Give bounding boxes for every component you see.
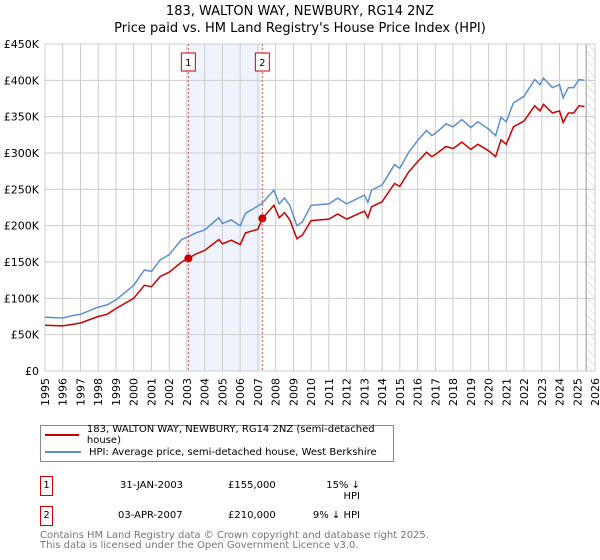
x-tick-label: 1998 <box>92 378 105 406</box>
x-tick-label: 2007 <box>252 378 265 406</box>
y-tick-label: £50K <box>11 329 40 342</box>
event-hpi-diff: 9% ↓ HPI <box>312 510 360 521</box>
x-tick-label: 2011 <box>323 378 336 406</box>
y-tick-label: £100K <box>4 292 40 305</box>
y-tick-label: £200K <box>4 220 40 233</box>
sale-point <box>184 254 193 263</box>
sale-point <box>258 214 267 223</box>
x-tick-label: 2018 <box>447 378 460 406</box>
event-row: 2 03-APR-2007 £210,000 9% ↓ HPI <box>40 506 440 526</box>
event-badge-label: 2 <box>259 58 265 69</box>
y-tick-label: £400K <box>4 74 40 87</box>
x-tick-label: 2014 <box>376 378 389 406</box>
x-tick-label: 2017 <box>429 378 442 406</box>
x-tick-label: 2004 <box>199 378 212 406</box>
x-tick-label: 2024 <box>554 378 567 406</box>
x-tick-label: 2006 <box>234 378 247 406</box>
legend-swatch-red <box>45 434 79 436</box>
legend-label: HPI: Average price, semi-detached house,… <box>89 446 377 458</box>
y-tick-label: £300K <box>4 147 40 160</box>
x-tick-label: 2010 <box>305 378 318 406</box>
x-tick-label: 2012 <box>341 378 354 406</box>
y-tick-label: £350K <box>4 111 40 124</box>
event-row: 1 31-JAN-2003 £155,000 15% ↓ HPI <box>40 476 440 502</box>
event-badge <box>254 52 270 72</box>
x-tick-label: 2003 <box>181 378 194 406</box>
hpi-line <box>44 76 585 319</box>
x-tick-label: 1995 <box>39 378 52 406</box>
x-tick-label: 2021 <box>500 378 513 406</box>
chart-title: 183, WALTON WAY, NEWBURY, RG14 2NZ <box>165 4 435 19</box>
chart-subtitle: Price paid vs. HM Land Registry's House … <box>114 21 486 36</box>
footer-copyright: Contains HM Land Registry data © Crown c… <box>40 530 429 541</box>
x-tick-label: 1996 <box>57 378 70 406</box>
legend-swatch-blue <box>45 451 81 453</box>
event-marker-badge: 1 <box>40 476 53 496</box>
footer: Contains HM Land Registry data © Crown c… <box>40 531 429 551</box>
x-tick-label: 2008 <box>270 378 283 406</box>
event-marker-badge: 2 <box>40 506 53 526</box>
price-paid-line <box>44 103 585 327</box>
x-tick-label: 2020 <box>483 378 496 406</box>
footer-licence: This data is licensed under the Open Gov… <box>40 540 359 551</box>
y-tick-label: £150K <box>4 256 40 269</box>
x-tick-label: 2013 <box>358 378 371 406</box>
x-tick-label: 1999 <box>110 378 123 406</box>
x-tick-label: 2000 <box>128 378 141 406</box>
event-badge-label: 1 <box>185 58 191 69</box>
x-tick-label: 2002 <box>163 378 176 406</box>
chart-plot: 1 2 1995 1996 1997 1998 1999 2000 2001 2002 2003 20… <box>4 38 600 406</box>
y-tick-label: £0 <box>25 365 39 378</box>
event-date: 31-JAN-2003 <box>120 480 184 491</box>
event-hpi-diff: 15% ↓ HPI <box>326 480 360 502</box>
x-tick-label: 2019 <box>465 378 478 406</box>
x-tick-label: 2023 <box>536 378 549 406</box>
x-tick-label: 2026 <box>589 378 600 406</box>
x-tick-label: 2005 <box>216 378 229 406</box>
event-badge <box>180 52 196 72</box>
legend-item-hpi: HPI: Average price, semi-detached house,… <box>45 444 377 460</box>
legend: 183, WALTON WAY, NEWBURY, RG14 2NZ (semi… <box>40 424 394 462</box>
x-tick-label: 2015 <box>394 378 407 406</box>
x-tick-label: 2016 <box>412 378 425 406</box>
event-price: £155,000 <box>228 480 276 491</box>
y-tick-label: £450K <box>4 38 40 51</box>
legend-label: 183, WALTON WAY, NEWBURY, RG14 2NZ (semi… <box>86 424 375 446</box>
event-date: 03-APR-2007 <box>118 510 183 521</box>
legend-item-property: 183, WALTON WAY, NEWBURY, RG14 2NZ (semi… <box>45 424 393 446</box>
future-hatch <box>586 44 595 371</box>
y-tick-label: £250K <box>4 183 40 196</box>
purchase-period-shade <box>188 44 263 371</box>
x-tick-label: 2022 <box>518 378 531 406</box>
x-tick-label: 1997 <box>74 378 87 406</box>
x-tick-label: 2009 <box>287 378 300 406</box>
event-price: £210,000 <box>228 510 276 521</box>
x-tick-label: 2001 <box>145 378 158 406</box>
x-tick-label: 2025 <box>571 378 584 406</box>
